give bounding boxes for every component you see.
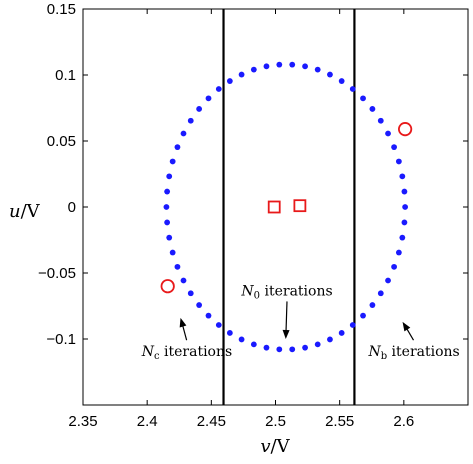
orbit-point (385, 130, 391, 137)
y-tick-label: 0 (68, 199, 76, 216)
orbit-point (215, 86, 222, 92)
y-tick-label: −0.1 (46, 331, 76, 348)
orbit-point (226, 330, 233, 336)
marks (160, 9, 413, 405)
orbit-point (180, 130, 187, 137)
x-tick-label: 2.45 (197, 413, 226, 430)
orbit-point (250, 66, 257, 73)
x-axis-label: v/V (260, 436, 290, 457)
orbit-point (302, 344, 308, 351)
arrow-shaft (285, 301, 288, 334)
orbit-point (205, 312, 212, 319)
orbit-point (349, 86, 356, 92)
orbit-point (276, 61, 283, 68)
orbit-point (196, 106, 203, 112)
orbit-point (401, 188, 408, 195)
orbit-point (164, 219, 171, 226)
orbit-point (163, 204, 170, 210)
orbit-point (289, 346, 296, 353)
arrow-head (402, 321, 411, 332)
orbit-point (263, 344, 270, 351)
orbit-point (391, 263, 397, 270)
orbit-point (402, 204, 409, 210)
orbit-point (164, 188, 171, 195)
y-tick-label: 0.1 (55, 67, 76, 84)
orbit-point (166, 234, 173, 241)
annotation-nb: Nb iterations (367, 344, 459, 362)
orbit-point (399, 234, 406, 241)
orbit-point (314, 341, 321, 348)
orbit-point (276, 346, 283, 353)
ticks: 2.35 2.4 2.45 2.5 2.55 2.6 0.15 0.1 0.05 0 −0.05 −0… (38, 1, 468, 430)
square-point (267, 200, 281, 214)
orbit-point (338, 78, 345, 84)
annotations: N0 iterations Nc iterations Nb iterations (141, 283, 460, 362)
orbit-point (187, 290, 194, 297)
orbit-point (401, 219, 408, 226)
orbit-point (238, 336, 245, 343)
orbit-point (349, 322, 356, 328)
orbit-point (250, 341, 257, 348)
orbit-point (369, 106, 376, 112)
orbit-point (302, 63, 308, 70)
orbit-point (169, 158, 176, 165)
orbit-point (215, 322, 222, 328)
arrow-head (282, 329, 290, 339)
orbit-point (205, 95, 212, 102)
orbit-point (399, 173, 406, 180)
x-tick-label: 2.6 (393, 413, 414, 430)
x-tick-label: 2.4 (137, 413, 158, 430)
square-point (293, 199, 307, 213)
orbit-point (391, 144, 397, 151)
orbit-point (174, 263, 181, 270)
orbit-point (377, 290, 384, 297)
orbit-point (314, 66, 321, 73)
orbit-point (226, 78, 233, 84)
orbit-point (166, 173, 173, 180)
x-tick-label: 2.5 (265, 413, 286, 430)
arrow-head (179, 317, 187, 328)
orbit-point (369, 302, 376, 308)
orbit-point (180, 277, 187, 284)
y-tick-label: 0.05 (47, 133, 76, 150)
x-tick-label: 2.55 (325, 413, 354, 430)
orbit-point (169, 249, 176, 256)
orbit-point (360, 312, 366, 319)
annotation-n0: N0 iterations (240, 283, 332, 301)
orbit-point (377, 117, 384, 124)
orbit-point (289, 61, 296, 68)
orbit-point (263, 63, 270, 70)
orbit-point (187, 117, 194, 124)
orbit-point (395, 158, 402, 165)
y-tick-label: −0.05 (38, 265, 76, 282)
annotation-nc: Nc iterations (141, 344, 232, 362)
orbit-point (395, 249, 402, 256)
orbit-point (338, 330, 345, 336)
orbit-point (327, 71, 333, 78)
orbit-point (327, 336, 333, 343)
orbit-point (385, 277, 391, 284)
orbit-point (238, 71, 245, 78)
x-tick-label: 2.35 (68, 413, 97, 430)
orbit-point (196, 302, 203, 308)
circled-point (398, 122, 413, 137)
y-tick-label: 0.15 (47, 1, 76, 18)
orbit-point (360, 95, 366, 102)
y-axis-label: u/V (9, 201, 41, 222)
circled-point (160, 279, 175, 294)
orbit-point (174, 144, 181, 151)
